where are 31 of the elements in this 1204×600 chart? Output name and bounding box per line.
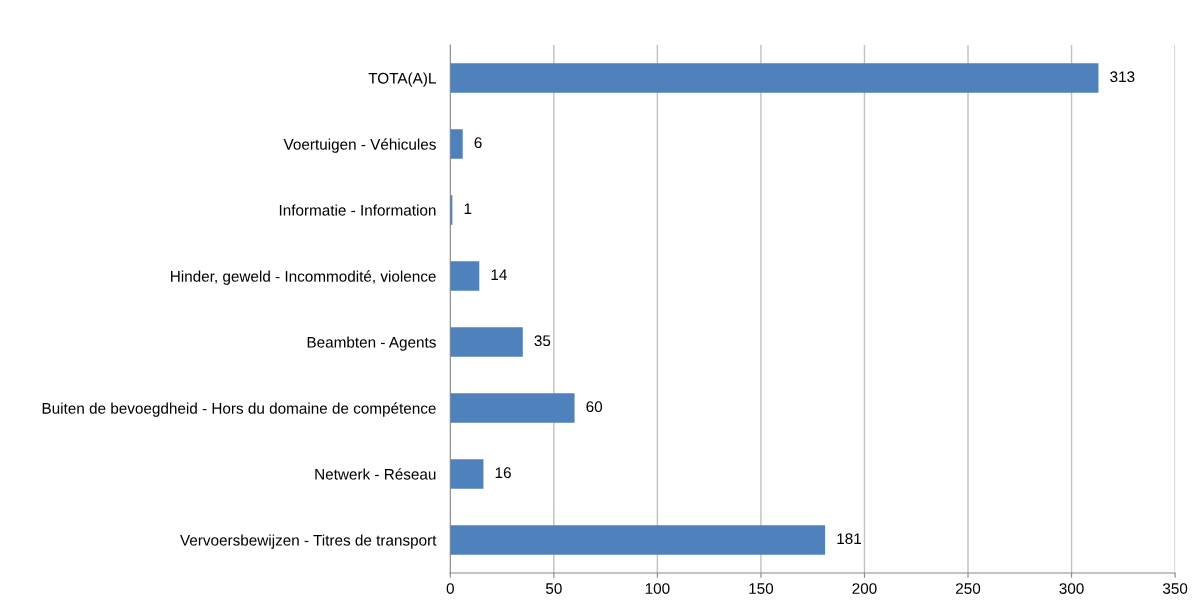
data-label: 313 [1110,71,1135,83]
x-tick-label: 250 [956,583,981,594]
bar [450,261,480,291]
bar [450,525,826,555]
x-tick-label: 350 [1162,583,1188,594]
y-tick-label: Netwerk - Réseau [315,468,436,480]
data-label: 6 [474,137,482,149]
data-label: 35 [534,335,551,347]
y-tick-label: TOTA(A)L [368,72,436,87]
data-label: 16 [495,467,511,479]
x-tick-label: 100 [645,583,670,594]
y-tick-label: Hinder, geweld - Incommodité, violence [171,270,436,285]
data-label: 1 [464,203,472,214]
bar [450,393,575,423]
data-label: 14 [491,269,507,280]
data-label: 60 [586,401,603,413]
data-label: 181 [837,533,861,545]
y-tick-label: Informatie - Information [279,204,436,216]
bar [450,63,1099,93]
y-tick-label: Vervoersbewijzen - Titres de transport [180,534,437,549]
x-tick-label: 200 [852,583,877,594]
x-tick-label: 0 [446,583,454,594]
x-tick-label: 50 [545,583,562,594]
bar [450,327,523,357]
y-tick-label: Beambten - Agents [307,336,436,351]
x-tick-label: 150 [749,583,774,594]
bar [450,129,463,159]
y-tick-label: Buiten de bevoegdheid - Hors du domaine de compétence [42,402,436,417]
y-tick-label: Voertuigen - Véhicules [283,138,436,153]
bar [450,459,484,489]
x-tick-label: 300 [1059,583,1084,594]
